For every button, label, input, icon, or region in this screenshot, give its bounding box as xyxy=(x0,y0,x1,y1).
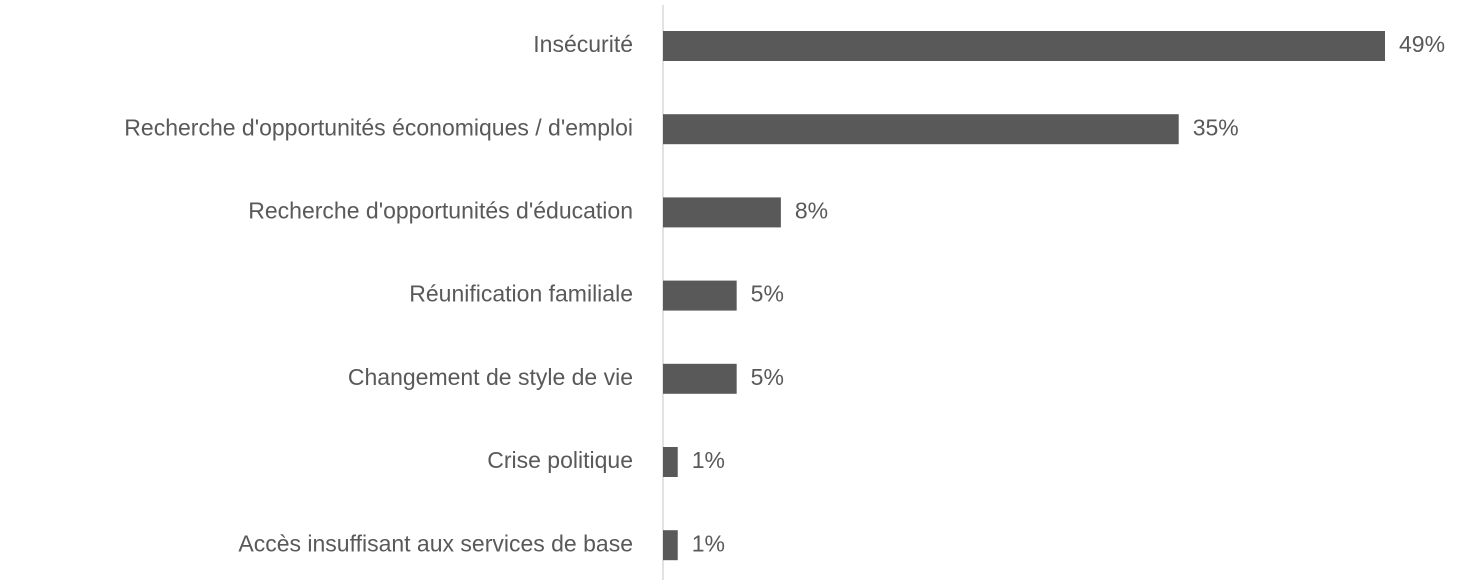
bar xyxy=(663,363,737,394)
category-label: Recherche d'opportunités d'éducation xyxy=(248,197,633,223)
value-label: 5% xyxy=(751,281,784,307)
category-label: Insécurité xyxy=(533,31,633,57)
bar xyxy=(663,114,1179,145)
category-label: Recherche d'opportunités économiques / d… xyxy=(124,114,633,140)
value-label: 49% xyxy=(1399,31,1445,57)
bar xyxy=(663,280,737,311)
bar xyxy=(663,447,678,477)
category-label: Crise politique xyxy=(487,447,633,473)
value-label: 1% xyxy=(692,530,725,556)
value-label: 5% xyxy=(751,364,784,390)
value-label: 8% xyxy=(795,197,828,223)
category-label: Changement de style de vie xyxy=(348,364,633,390)
value-label: 35% xyxy=(1193,114,1239,140)
category-label: Réunification familiale xyxy=(409,281,633,307)
category-label: Accès insuffisant aux services de base xyxy=(238,530,633,556)
bar xyxy=(663,197,781,228)
bar xyxy=(663,31,1385,61)
value-label: 1% xyxy=(692,447,725,473)
bar xyxy=(663,530,678,561)
